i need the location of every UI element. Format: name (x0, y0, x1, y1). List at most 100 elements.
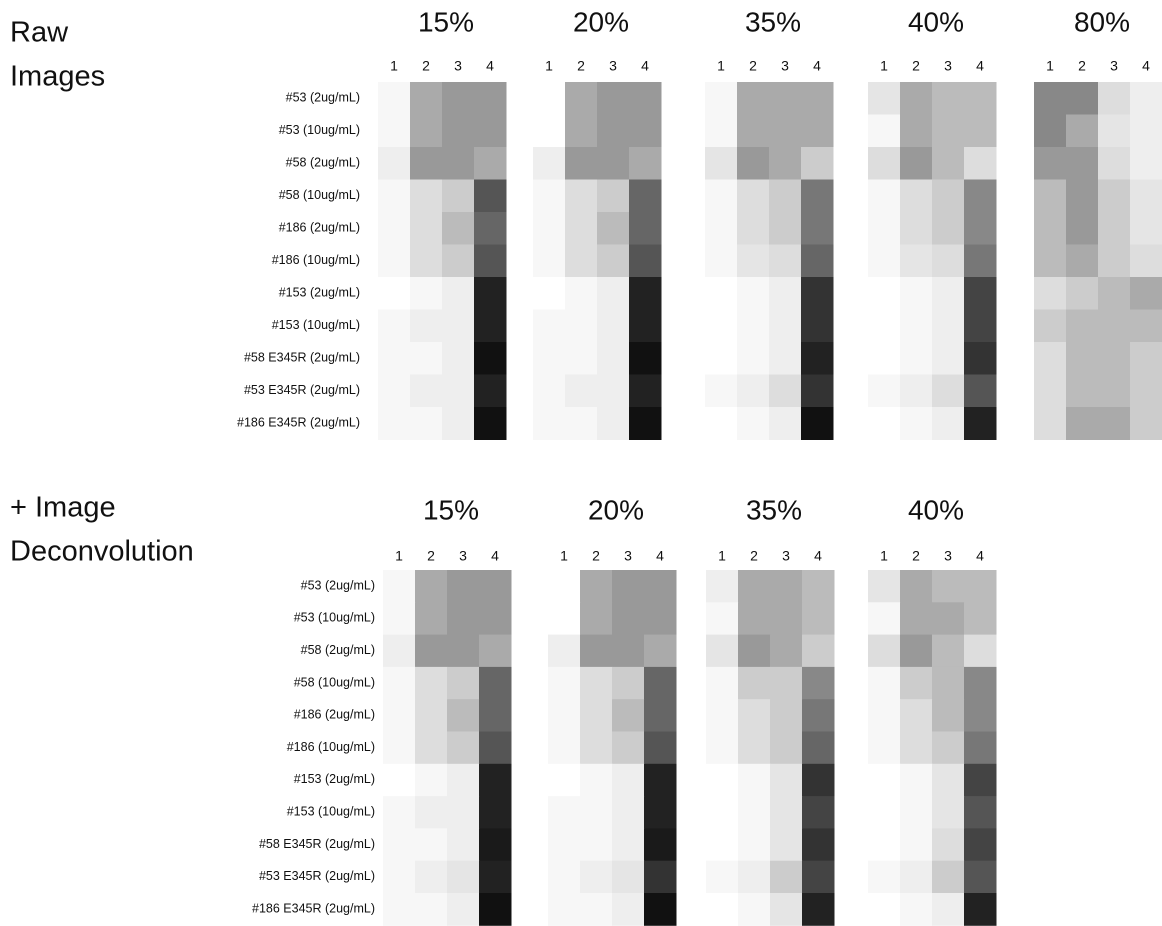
heatmap-cell (868, 667, 901, 700)
heatmap-cell (1034, 147, 1067, 180)
heatmap-cell (533, 212, 566, 245)
row-label: #58 (10ug/mL) (294, 675, 375, 689)
heatmap-cell (612, 764, 645, 797)
heatmap-cell (580, 796, 613, 829)
heatmap-cell (1066, 407, 1099, 440)
heatmap-cell (1034, 310, 1067, 343)
heatmap-cell (415, 602, 448, 635)
heatmap-cell (1130, 310, 1162, 343)
heatmap-cell (868, 212, 901, 245)
heatmap-cell (442, 82, 475, 115)
heatmap-cell (868, 861, 901, 894)
figure: RawImages#53 (2ug/mL)#53 (10ug/mL)#58 (2… (0, 0, 1162, 926)
heatmap-cell (769, 180, 802, 213)
heatmap-cell (644, 796, 677, 829)
heatmap-cell (415, 861, 448, 894)
heatmap-cell (868, 828, 901, 861)
heatmap-cell (580, 699, 613, 732)
heatmap-cell (801, 342, 834, 375)
heatmap-cell (644, 861, 677, 894)
heatmap-cell (900, 375, 933, 408)
column-label: 1 (560, 548, 568, 564)
heatmap-cell (565, 180, 598, 213)
heatmap-cell (474, 342, 507, 375)
heatmap-cell (447, 796, 480, 829)
panel-title: 20% (573, 6, 629, 37)
heatmap-cell (580, 764, 613, 797)
heatmap-cell (801, 147, 834, 180)
heatmap-cell (565, 212, 598, 245)
heatmap-cell (479, 602, 512, 635)
heatmap-cell (964, 342, 997, 375)
column-label: 3 (624, 548, 632, 564)
heatmap-cell (612, 635, 645, 668)
column-label: 1 (880, 548, 888, 564)
heatmap-cell (900, 764, 933, 797)
heatmap-cell (378, 147, 411, 180)
heatmap-cell (565, 115, 598, 148)
heatmap-cell (932, 828, 965, 861)
heatmap-cell (802, 861, 835, 894)
heatmap-cell (801, 82, 834, 115)
heatmap-cell (629, 212, 662, 245)
heatmap-cell (705, 342, 738, 375)
heatmap-cell (1066, 277, 1099, 310)
heatmap-cell (1098, 147, 1131, 180)
row-label: #58 (2ug/mL) (301, 643, 375, 657)
heatmap-cell (769, 82, 802, 115)
heatmap-cell (442, 310, 475, 343)
heatmap-cell (597, 212, 630, 245)
heatmap-cell (1066, 82, 1099, 115)
heatmap-cell (548, 570, 581, 603)
heatmap-cell (447, 828, 480, 861)
heatmap-cell (1098, 310, 1131, 343)
heatmap-cell (548, 828, 581, 861)
heatmap-cell (1066, 245, 1099, 278)
heatmap-cell (533, 407, 566, 440)
heatmap-cell (533, 277, 566, 310)
heatmap-cell (1130, 147, 1162, 180)
heatmap-cell (383, 732, 416, 765)
heatmap-cell (802, 796, 835, 829)
heatmap-cell (474, 245, 507, 278)
heatmap-cell (705, 115, 738, 148)
heatmap-cell (415, 893, 448, 926)
heatmap-cell (612, 796, 645, 829)
heatmap-cell (932, 407, 965, 440)
heatmap-cell (900, 732, 933, 765)
column-label: 3 (782, 548, 790, 564)
heatmap-cell (770, 828, 803, 861)
heatmap-cell (801, 375, 834, 408)
heatmap-cell (383, 796, 416, 829)
column-label: 3 (454, 58, 462, 74)
heatmap-cell (533, 147, 566, 180)
column-label: 3 (944, 548, 952, 564)
heatmap-cell (565, 82, 598, 115)
heatmap-cell (442, 245, 475, 278)
heatmap-cell (706, 828, 739, 861)
column-label: 2 (749, 58, 757, 74)
heatmap-cell (802, 893, 835, 926)
heatmap-cell (644, 828, 677, 861)
heatmap-cell (442, 147, 475, 180)
heatmap-cell (770, 635, 803, 668)
heatmap-cell (378, 375, 411, 408)
heatmap-cell (415, 635, 448, 668)
heatmap-cell (1098, 375, 1131, 408)
heatmap-cell (770, 861, 803, 894)
heatmap-cell (964, 310, 997, 343)
column-label: 4 (814, 548, 822, 564)
heatmap-cell (900, 180, 933, 213)
heatmap-cell (769, 310, 802, 343)
heatmap-cell (1066, 147, 1099, 180)
heatmap-cell (705, 245, 738, 278)
heatmap-cell (1066, 115, 1099, 148)
heatmap-cell (629, 277, 662, 310)
heatmap-cell (964, 407, 997, 440)
heatmap-cell (629, 180, 662, 213)
heatmap-cell (612, 732, 645, 765)
heatmap-cell (932, 115, 965, 148)
heatmap-cell (868, 82, 901, 115)
heatmap-cell (597, 147, 630, 180)
heatmap-cell (1034, 180, 1067, 213)
